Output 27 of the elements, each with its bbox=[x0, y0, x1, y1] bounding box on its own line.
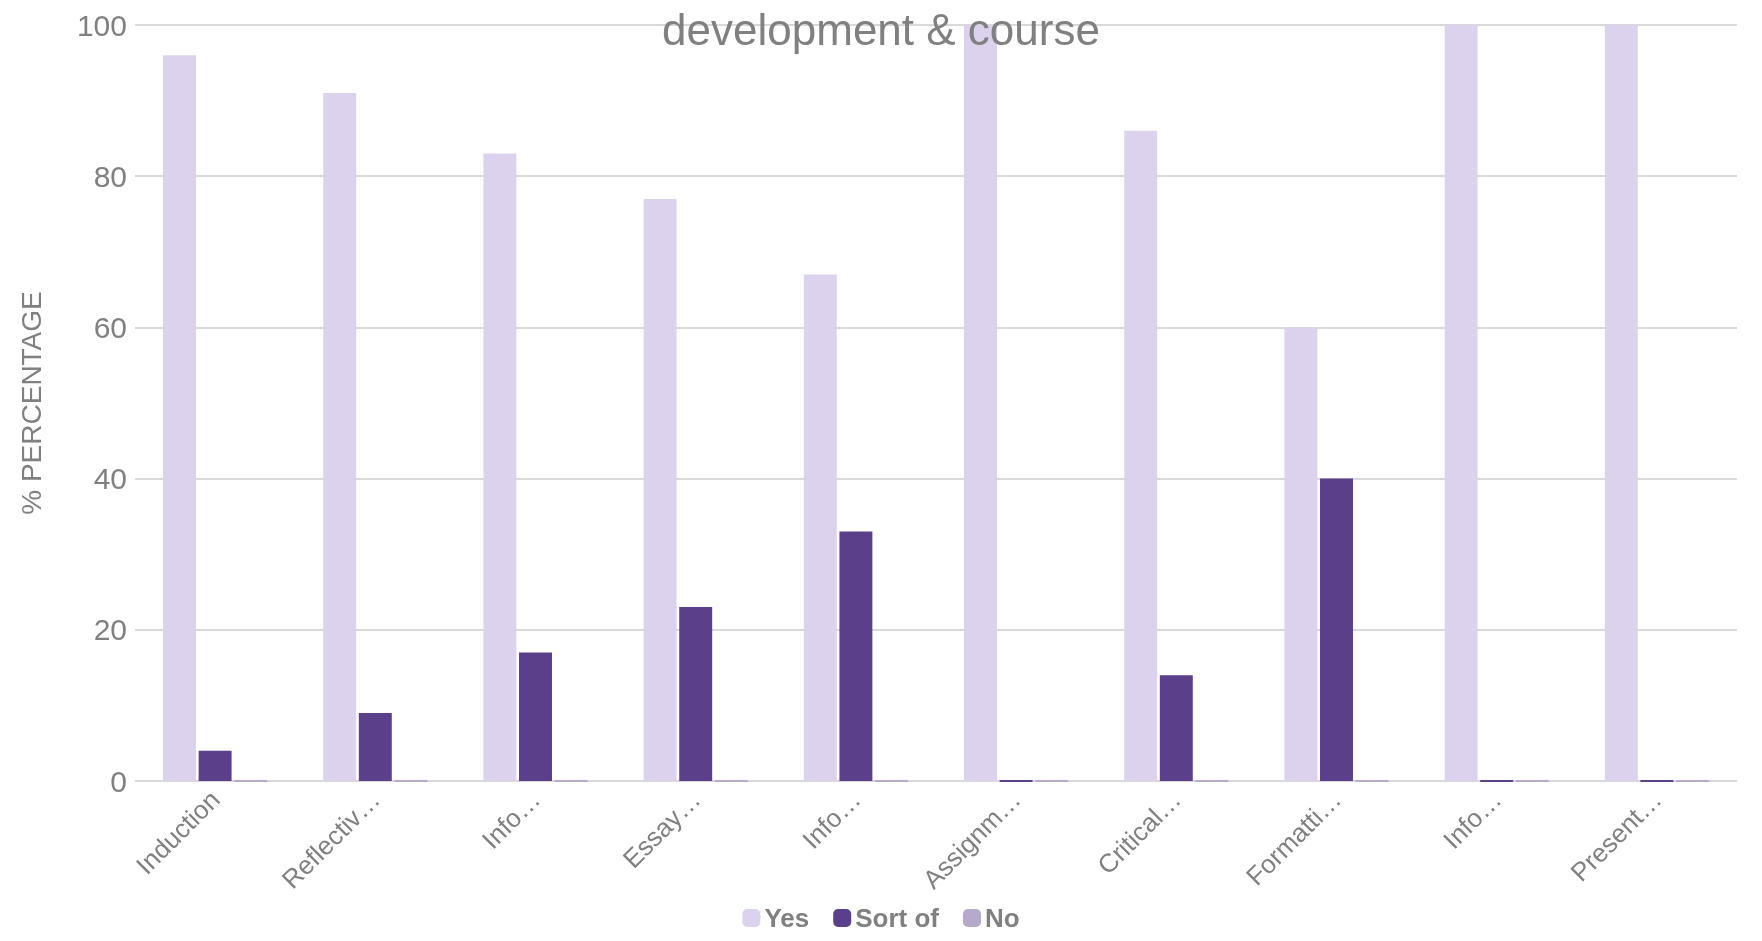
bar bbox=[679, 607, 713, 781]
y-tick-label: 80 bbox=[93, 159, 127, 193]
bar bbox=[163, 55, 196, 781]
bar bbox=[519, 652, 552, 781]
bar bbox=[643, 198, 677, 781]
bar bbox=[803, 274, 837, 781]
bar bbox=[1444, 25, 1478, 781]
bar bbox=[839, 531, 873, 781]
legend-label: Yes bbox=[764, 903, 810, 933]
bar bbox=[1124, 130, 1158, 781]
bar bbox=[323, 93, 357, 781]
y-tick-label: 20 bbox=[93, 613, 127, 647]
y-tick-label: 40 bbox=[93, 462, 127, 496]
bar bbox=[483, 153, 517, 781]
chart-title: development & course bbox=[662, 4, 1100, 54]
bar bbox=[1604, 25, 1638, 781]
bar bbox=[358, 712, 392, 781]
legend-label: No bbox=[984, 903, 1020, 933]
y-tick-label: 0 bbox=[110, 764, 127, 798]
y-tick-label: 100 bbox=[76, 8, 127, 42]
bar bbox=[1320, 478, 1353, 781]
bar bbox=[1284, 327, 1318, 781]
legend-label: Sort of bbox=[855, 903, 940, 933]
y-tick-label: 60 bbox=[93, 310, 127, 344]
bar bbox=[1159, 675, 1193, 781]
y-axis-title: % PERCENTAGE bbox=[15, 291, 47, 515]
bar bbox=[198, 750, 232, 781]
